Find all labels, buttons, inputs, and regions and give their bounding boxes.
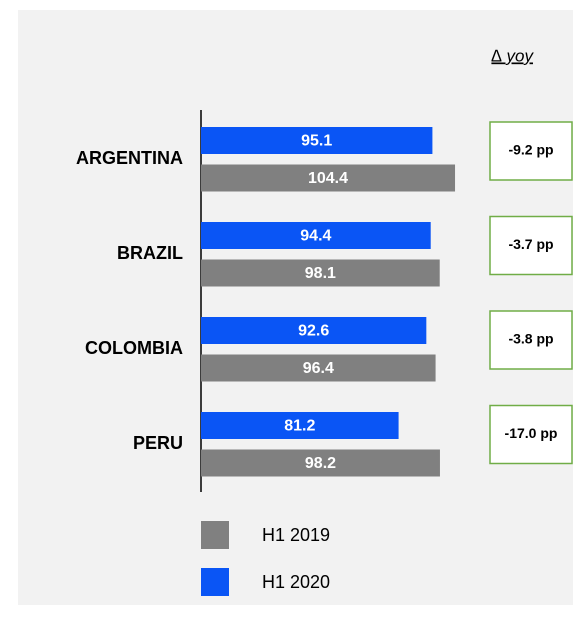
legend-label: H1 2020 bbox=[262, 572, 330, 592]
bar bbox=[201, 354, 436, 382]
bar bbox=[201, 259, 440, 287]
yoy-box bbox=[489, 215, 573, 276]
legend-swatch bbox=[201, 521, 229, 549]
yoy-label: -3.7 pp bbox=[508, 236, 553, 252]
yoy-box bbox=[489, 310, 573, 370]
value-label: 92.6 bbox=[298, 323, 329, 340]
bar bbox=[201, 412, 399, 439]
category-label: COLOMBIA bbox=[85, 338, 183, 358]
value-label: 98.2 bbox=[305, 455, 336, 472]
yoy-label: -17.0 pp bbox=[505, 425, 558, 441]
yoy-title: ∆ yoy bbox=[491, 46, 534, 65]
bar bbox=[201, 222, 431, 249]
bar bbox=[201, 317, 427, 344]
legend-label: H1 2019 bbox=[262, 525, 330, 545]
yoy-label: -9.2 pp bbox=[508, 142, 553, 158]
bar bbox=[201, 127, 433, 154]
value-label: 81.2 bbox=[284, 418, 315, 435]
category-label: BRAZIL bbox=[117, 243, 183, 263]
category-label: ARGENTINA bbox=[76, 148, 183, 168]
value-label: 96.4 bbox=[303, 360, 334, 377]
legend-swatch bbox=[201, 568, 229, 596]
bar bbox=[201, 449, 440, 477]
yoy-box bbox=[489, 404, 573, 465]
value-label: 95.1 bbox=[301, 133, 332, 150]
bar bbox=[201, 164, 456, 192]
value-label: 94.4 bbox=[300, 228, 331, 245]
category-label: PERU bbox=[133, 433, 183, 453]
yoy-label: -3.8 pp bbox=[508, 331, 553, 347]
value-label: 98.1 bbox=[305, 265, 336, 282]
value-label: 104.4 bbox=[308, 170, 348, 187]
panel bbox=[18, 10, 573, 605]
yoy-box bbox=[489, 121, 573, 181]
